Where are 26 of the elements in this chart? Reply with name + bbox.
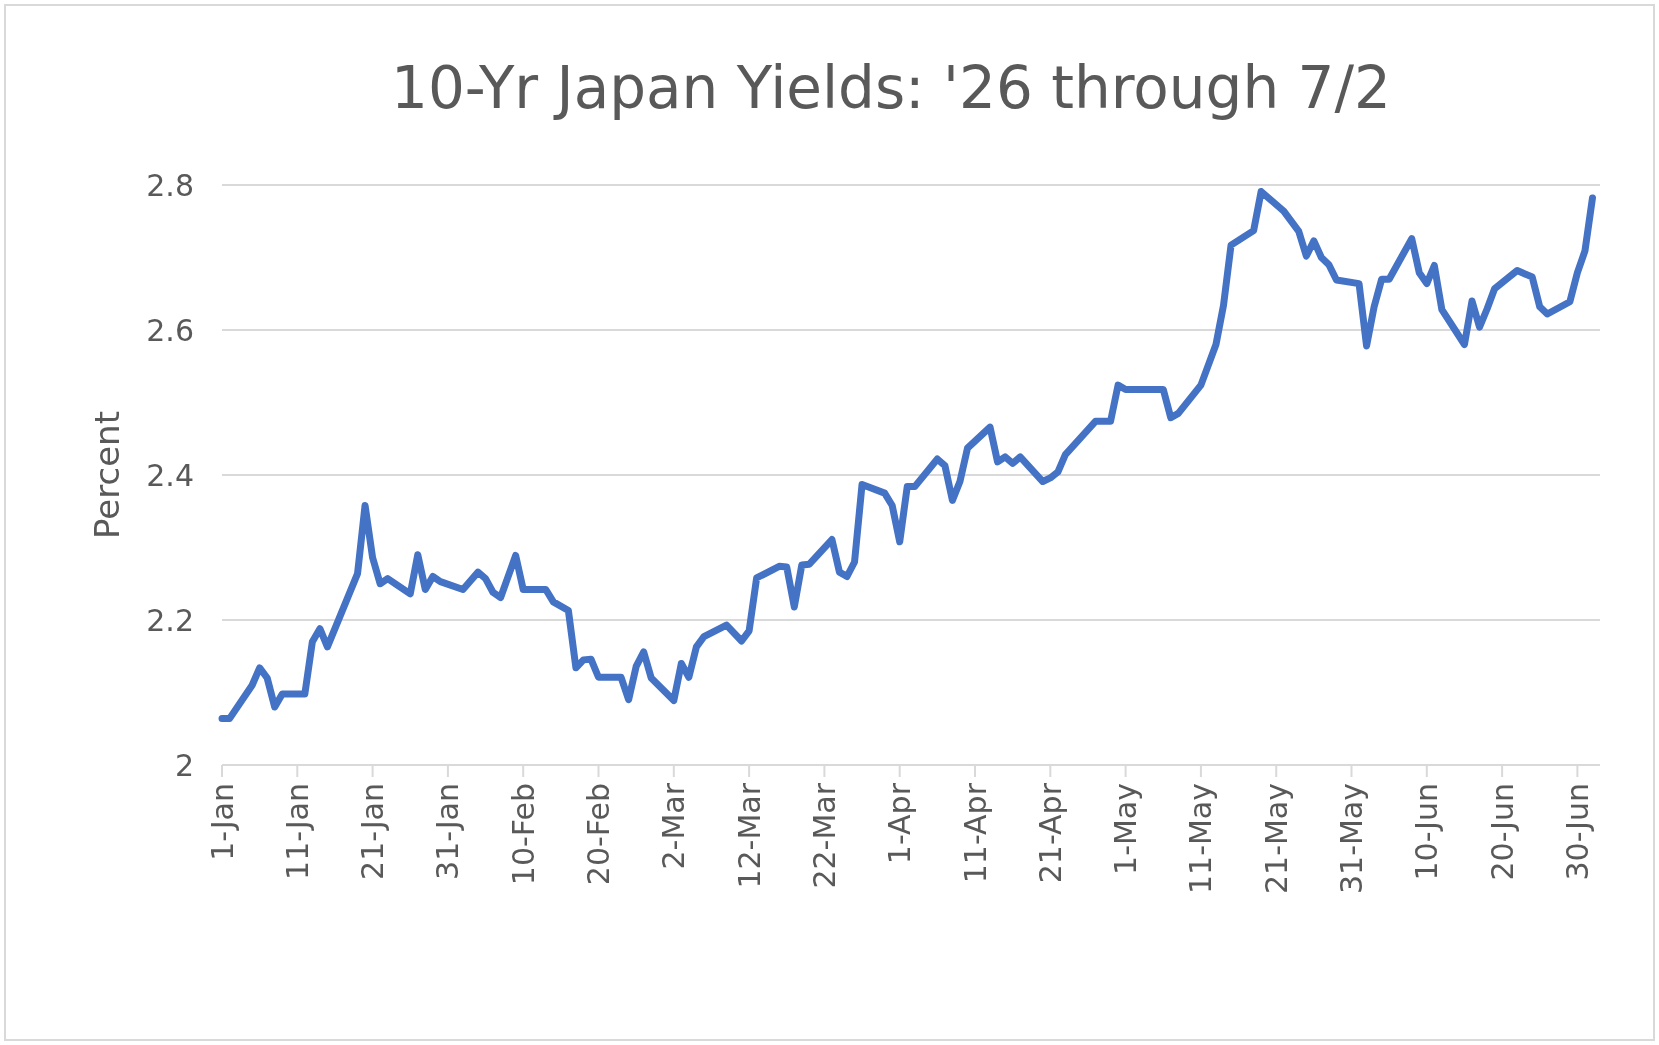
x-tick-label: 1-Apr — [882, 782, 918, 865]
x-tick-label: 12-Mar — [731, 782, 767, 889]
x-tick-label: 21-Jan — [355, 783, 391, 880]
x-tick-label: 11-Jan — [279, 783, 315, 880]
x-tick-label: 20-Feb — [581, 783, 616, 886]
y-tick-label: 2.8 — [146, 167, 194, 203]
y-axis-title: Percent — [86, 411, 127, 539]
x-tick-label: 10-Jun — [1409, 783, 1445, 881]
chart-title: 10-Yr Japan Yields: '26 through 7/2 — [391, 54, 1391, 122]
x-tick-label: 1-May — [1108, 783, 1144, 875]
x-tick-label: 20-Jun — [1484, 783, 1520, 881]
x-tick-label: 11-Apr — [957, 782, 993, 884]
y-tick-label: 2 — [174, 747, 194, 783]
y-tick-label: 2.4 — [146, 457, 194, 493]
x-tick-label: 30-Jun — [1559, 783, 1595, 881]
y-tick-label: 2.6 — [146, 312, 194, 348]
x-tick-label: 31-May — [1334, 783, 1370, 895]
y-tick-label: 2.2 — [146, 602, 194, 638]
x-tick-label: 21-May — [1258, 783, 1294, 895]
x-tick-label: 10-Feb — [505, 783, 541, 886]
x-tick-label: 1-Jan — [204, 783, 240, 861]
x-tick-label: 2-Mar — [656, 782, 692, 870]
x-tick-label: 21-Apr — [1032, 782, 1068, 884]
x-tick-label: 22-Mar — [806, 782, 842, 889]
x-tick-label: 11-May — [1183, 783, 1219, 895]
x-tick-label: 31-Jan — [430, 783, 466, 880]
